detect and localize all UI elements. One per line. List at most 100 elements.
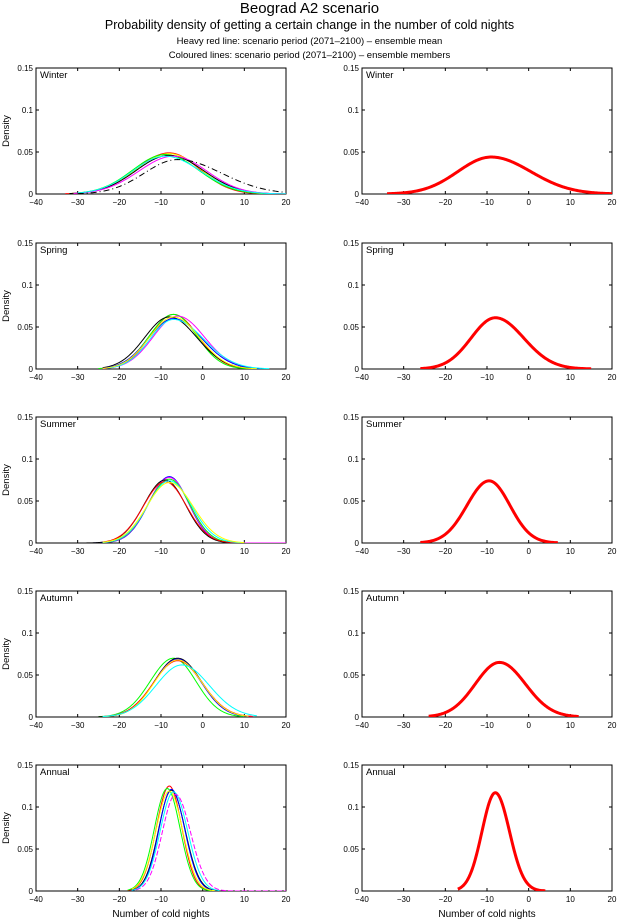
x-tick-label: 20 xyxy=(282,373,291,382)
ensemble-member-line xyxy=(102,664,257,717)
y-tick-label: 0.15 xyxy=(343,761,359,770)
ensemble-member-line xyxy=(65,152,286,194)
x-tick-label: 0 xyxy=(526,721,531,730)
y-tick-label: 0.05 xyxy=(343,671,359,680)
x-tick-label: 10 xyxy=(240,373,249,382)
ensemble-member-line xyxy=(102,316,257,369)
y-tick-label: 0.1 xyxy=(22,629,34,638)
ensemble-member-line xyxy=(73,155,286,194)
ensemble-member-line xyxy=(77,155,286,194)
x-tick-label: 0 xyxy=(200,895,205,904)
y-tick-label: 0 xyxy=(29,539,34,548)
x-tick-label: −20 xyxy=(439,198,453,207)
x-tick-label: 20 xyxy=(608,721,617,730)
y-tick-label: 0 xyxy=(29,190,34,199)
ensemble-mean-line xyxy=(419,479,559,543)
x-tick-label: −40 xyxy=(29,198,43,207)
x-tick-label: 20 xyxy=(608,198,617,207)
y-tick-label: 0.1 xyxy=(348,106,360,115)
x-tick-label: 10 xyxy=(240,547,249,556)
y-tick-label: 0 xyxy=(355,713,360,722)
y-tick-label: 0.1 xyxy=(22,106,34,115)
y-tick-label: 0.05 xyxy=(17,323,33,332)
x-tick-label: −10 xyxy=(154,198,168,207)
ensemble-member-line xyxy=(102,658,249,717)
y-tick-label: 0 xyxy=(355,539,360,548)
y-tick-label: 0.15 xyxy=(343,64,359,73)
ensemble-member-line xyxy=(77,159,286,194)
axes-box xyxy=(361,764,613,892)
ensemble-member-line xyxy=(102,481,245,543)
axes-box xyxy=(35,590,287,718)
ensemble-member-line xyxy=(102,482,245,543)
ensemble-member-line xyxy=(98,657,245,717)
panel-spring-mean: −40 −30 −20 −10 0 10 20 0 0.05 0.1 0.15 Spring xyxy=(343,239,617,382)
x-axis-label: Number of cold nights xyxy=(438,909,535,920)
ensemble-mean-line xyxy=(428,660,580,717)
x-tick-label: 20 xyxy=(608,373,617,382)
x-tick-label: 10 xyxy=(566,373,575,382)
x-tick-label: 20 xyxy=(282,721,291,730)
y-tick-label: 0.05 xyxy=(343,148,359,157)
x-tick-label: −10 xyxy=(480,373,494,382)
panel-summer-members: −40 −30 −20 −10 0 10 20 0 0.05 0.1 0.15 Summer Densi… xyxy=(1,413,291,556)
x-tick-label: −30 xyxy=(397,198,411,207)
panel-winter-members: −40 −30 −20 −10 0 10 20 0 0.05 0.1 0.15 Winter Densi… xyxy=(1,64,291,207)
panel-label: Summer xyxy=(366,419,402,430)
x-tick-label: −10 xyxy=(480,721,494,730)
x-tick-label: −40 xyxy=(29,721,43,730)
panel-label: Annual xyxy=(366,767,396,778)
x-tick-label: −20 xyxy=(113,895,127,904)
panel-label: Spring xyxy=(366,245,393,256)
ensemble-mean-line xyxy=(386,155,612,194)
y-tick-label: 0 xyxy=(355,190,360,199)
x-tick-label: −40 xyxy=(29,895,43,904)
x-tick-label: −10 xyxy=(154,895,168,904)
panel-label: Spring xyxy=(40,245,67,256)
figure-note-members: Coloured lines: scenario period (2071–21… xyxy=(168,50,451,61)
x-tick-label: 0 xyxy=(526,547,531,556)
panel-label: Autumn xyxy=(40,593,73,604)
x-tick-label: −40 xyxy=(355,547,369,556)
y-tick-label: 0 xyxy=(29,887,34,896)
ensemble-member-line xyxy=(102,318,262,369)
x-tick-label: 20 xyxy=(608,895,617,904)
x-tick-label: −10 xyxy=(480,198,494,207)
y-tick-label: 0.15 xyxy=(17,413,33,422)
panel-autumn-members: −40 −30 −20 −10 0 10 20 0 0.05 0.1 0.15 Autumn Densi… xyxy=(1,587,291,730)
ensemble-member-line xyxy=(102,660,253,717)
y-tick-label: 0.05 xyxy=(17,845,33,854)
x-tick-label: −30 xyxy=(397,373,411,382)
x-tick-label: −10 xyxy=(154,547,168,556)
x-tick-label: 0 xyxy=(200,547,205,556)
x-tick-label: −40 xyxy=(355,373,369,382)
ensemble-member-line xyxy=(127,785,212,891)
x-tick-label: 10 xyxy=(566,547,575,556)
ensemble-member-line xyxy=(106,318,270,369)
axes-box xyxy=(361,242,613,370)
x-tick-label: −10 xyxy=(154,373,168,382)
figure-title: Beograd A2 scenario xyxy=(239,0,380,17)
x-tick-label: −20 xyxy=(113,547,127,556)
y-tick-label: 0.15 xyxy=(343,413,359,422)
x-tick-label: −10 xyxy=(480,895,494,904)
x-tick-label: −20 xyxy=(113,721,127,730)
ensemble-member-line xyxy=(102,659,249,717)
y-tick-label: 0.15 xyxy=(343,587,359,596)
y-tick-label: 0.05 xyxy=(17,497,33,506)
x-tick-label: 0 xyxy=(200,721,205,730)
y-tick-label: 0.1 xyxy=(22,281,34,290)
y-axis-label: Density xyxy=(1,464,12,496)
x-tick-label: −30 xyxy=(71,721,85,730)
figure-note-mean: Heavy red line: scenario period (2071–21… xyxy=(176,36,443,47)
y-axis-label: Density xyxy=(1,638,12,670)
panel-label: Winter xyxy=(40,70,67,81)
panel-autumn-mean: −40 −30 −20 −10 0 10 20 0 0.05 0.1 0.15 Autumn xyxy=(343,587,617,730)
x-tick-label: 10 xyxy=(566,721,575,730)
x-tick-label: 0 xyxy=(526,895,531,904)
x-tick-label: −30 xyxy=(397,721,411,730)
x-tick-label: −30 xyxy=(71,373,85,382)
x-tick-label: −30 xyxy=(71,895,85,904)
x-tick-label: 20 xyxy=(282,547,291,556)
